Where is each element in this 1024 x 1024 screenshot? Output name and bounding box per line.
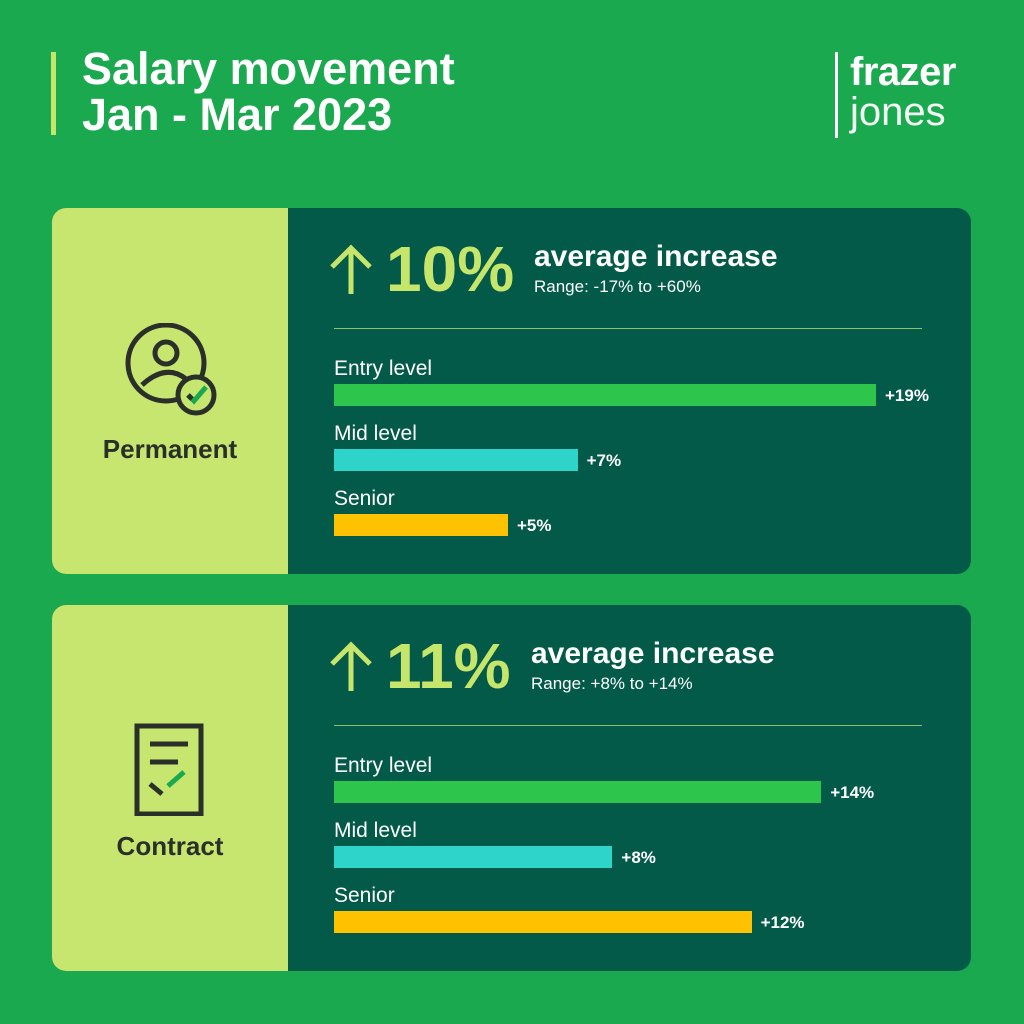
category-label: Contract — [116, 831, 224, 861]
bar-category-label: Senior — [334, 487, 395, 510]
bar-value-label: +19% — [885, 386, 929, 405]
bar-row-1: Mid level +7% — [334, 422, 964, 482]
bar-value-label: +8% — [621, 848, 656, 867]
permanent-card: Permanent 10% average increase Range: -1… — [52, 208, 971, 574]
title-line-2: Jan - Mar 2023 — [82, 89, 393, 140]
bar-value-label: +12% — [760, 913, 805, 932]
bar-1 — [334, 846, 613, 868]
arrow-up-icon — [330, 641, 372, 691]
bar-category-label: Entry level — [334, 754, 433, 777]
bar-0 — [334, 384, 876, 406]
bar-row-0: Entry level +19% — [334, 357, 964, 417]
title-accent-bar — [51, 52, 56, 135]
range-text: Range: -17% to +60% — [534, 277, 701, 296]
headline-value: 11% — [386, 630, 511, 702]
bar-2 — [334, 911, 752, 933]
bar-row-2: Senior +5% — [334, 487, 964, 547]
category-panel: Contract — [52, 605, 288, 971]
headline-value: 10% — [386, 233, 515, 305]
bar-2 — [334, 514, 508, 536]
arrow-up-icon — [330, 244, 372, 294]
headline-label: average increase — [531, 637, 775, 670]
bar-value-label: +14% — [830, 783, 875, 802]
title-line-1: Salary movement — [82, 43, 455, 94]
headline-label: average increase — [534, 240, 778, 273]
bar-value-label: +5% — [517, 516, 552, 535]
range-text: Range: +8% to +14% — [531, 674, 693, 693]
logo-line-2: jones — [850, 90, 946, 134]
divider — [334, 328, 922, 329]
category-label: Permanent — [102, 434, 238, 464]
divider — [334, 725, 922, 726]
bar-category-label: Senior — [334, 884, 395, 907]
page-title: Salary movement Jan - Mar 2023 — [82, 46, 455, 138]
category-panel: Permanent — [52, 208, 288, 574]
bar-row-0: Entry level +14% — [334, 754, 964, 814]
logo-line-1: frazer — [850, 50, 956, 94]
bar-category-label: Entry level — [334, 357, 433, 380]
bar-category-label: Mid level — [334, 422, 417, 445]
bar-0 — [334, 781, 822, 803]
bar-value-label: +7% — [586, 451, 622, 470]
bar-1 — [334, 449, 578, 471]
frazer-jones-logo: frazer jones — [835, 52, 956, 138]
contract-card: Contract 11% average increase Range: +8%… — [52, 605, 971, 971]
bar-row-1: Mid level +8% — [334, 819, 964, 879]
bar-row-2: Senior +12% — [334, 884, 964, 944]
bar-category-label: Mid level — [334, 819, 417, 842]
